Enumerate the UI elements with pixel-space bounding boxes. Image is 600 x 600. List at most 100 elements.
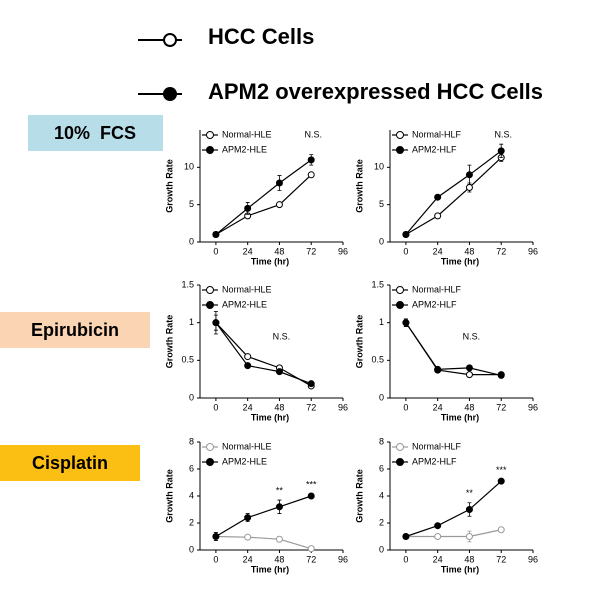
data-point: [497, 147, 505, 155]
legend-label: Normal-HLF: [412, 441, 462, 451]
legend-marker: [396, 146, 404, 154]
x-tick-label: 0: [213, 246, 218, 256]
x-tick-label: 48: [274, 554, 284, 564]
legend-label: APM2-HLF: [412, 456, 457, 466]
y-axis-label: Growth Rate: [164, 159, 174, 213]
row-label: Cisplatin: [32, 453, 108, 473]
series-line: [215, 159, 312, 235]
series-line: [215, 174, 312, 236]
legend-marker: [206, 458, 214, 466]
y-tick-label: 0: [189, 544, 194, 554]
legend-label: Normal-HLE: [222, 129, 272, 139]
annotation: N.S.: [494, 129, 512, 139]
x-tick-label: 24: [433, 246, 443, 256]
data-point: [212, 533, 220, 540]
x-tick-label: 48: [464, 402, 474, 412]
annotation: ***: [496, 465, 507, 475]
row-label: 10% FCS: [54, 123, 136, 143]
data-point: [212, 231, 220, 239]
y-axis-label: Growth Rate: [164, 315, 174, 369]
annotation: N.S.: [304, 129, 322, 139]
x-tick-label: 96: [528, 402, 538, 412]
row-label-box: [0, 445, 140, 481]
y-tick-label: 10: [184, 162, 194, 172]
x-axis-label: Time (hr): [251, 256, 289, 266]
series-line: [405, 322, 502, 376]
data-point: [244, 533, 252, 541]
annotation: **: [466, 488, 474, 498]
x-tick-label: 72: [306, 246, 316, 256]
series-line: [215, 322, 312, 385]
y-tick-label: 0: [379, 392, 384, 402]
series-line: [405, 322, 502, 376]
data-point: [244, 353, 252, 361]
data-point: [434, 533, 442, 540]
legend-marker: [206, 443, 214, 451]
x-tick-label: 96: [528, 554, 538, 564]
y-tick-label: 0: [189, 392, 194, 402]
legend-marker: [396, 131, 404, 139]
data-point: [307, 545, 315, 553]
data-point: [465, 183, 473, 191]
x-tick-label: 0: [213, 402, 218, 412]
series-line: [405, 150, 502, 235]
legend-label: Normal-HLF: [412, 284, 462, 294]
y-tick-label: 1.5: [371, 279, 384, 289]
legend-marker: [206, 301, 214, 309]
y-tick-label: 4: [189, 490, 194, 500]
data-point: [275, 503, 283, 511]
legend-label: Normal-HLF: [412, 129, 462, 139]
annotation: ***: [306, 479, 317, 489]
data-point: [275, 368, 283, 376]
y-tick-label: 2: [189, 517, 194, 527]
x-tick-label: 96: [338, 554, 348, 564]
data-point: [307, 380, 315, 388]
x-tick-label: 72: [496, 554, 506, 564]
x-tick-label: 24: [433, 554, 443, 564]
y-tick-label: 8: [189, 436, 194, 446]
legend-label: APM2-HLE: [222, 144, 267, 154]
data-point: [497, 477, 505, 485]
y-tick-label: 5: [189, 199, 194, 209]
y-tick-label: 6: [379, 463, 384, 473]
x-tick-label: 48: [464, 554, 474, 564]
data-point: [497, 371, 505, 379]
data-point: [465, 533, 473, 540]
legend-marker: [163, 87, 177, 101]
x-tick-label: 24: [243, 402, 253, 412]
data-point: [244, 514, 252, 522]
y-axis-label: Growth Rate: [354, 159, 364, 213]
data-point: [244, 204, 252, 212]
legend-marker: [206, 131, 214, 139]
y-tick-label: 5: [379, 199, 384, 209]
legend-marker: [163, 33, 177, 47]
y-axis-label: Growth Rate: [164, 469, 174, 523]
y-tick-label: 6: [189, 463, 194, 473]
x-tick-label: 0: [403, 402, 408, 412]
x-tick-label: 96: [528, 246, 538, 256]
data-point: [307, 156, 315, 164]
data-point: [275, 179, 283, 187]
x-tick-label: 0: [403, 554, 408, 564]
data-point: [275, 535, 283, 543]
x-tick-label: 48: [274, 402, 284, 412]
x-tick-label: 24: [243, 246, 253, 256]
legend-marker: [396, 286, 404, 294]
legend-marker: [206, 146, 214, 154]
data-point: [465, 506, 473, 513]
x-axis-label: Time (hr): [441, 412, 479, 422]
legend-label: APM2 overexpressed HCC Cells: [208, 79, 543, 104]
legend-label: APM2-HLE: [222, 456, 267, 466]
x-axis-label: Time (hr): [441, 564, 479, 574]
row-label-box: [0, 312, 150, 348]
legend-marker: [396, 301, 404, 309]
y-axis-label: Growth Rate: [354, 469, 364, 523]
y-tick-label: 4: [379, 490, 384, 500]
series-line: [215, 495, 312, 538]
legend-label: Normal-HLE: [222, 284, 272, 294]
y-tick-label: 1.5: [181, 279, 194, 289]
data-point: [212, 319, 220, 327]
x-axis-label: Time (hr): [251, 564, 289, 574]
x-tick-label: 0: [213, 554, 218, 564]
y-tick-label: 0.5: [181, 355, 194, 365]
